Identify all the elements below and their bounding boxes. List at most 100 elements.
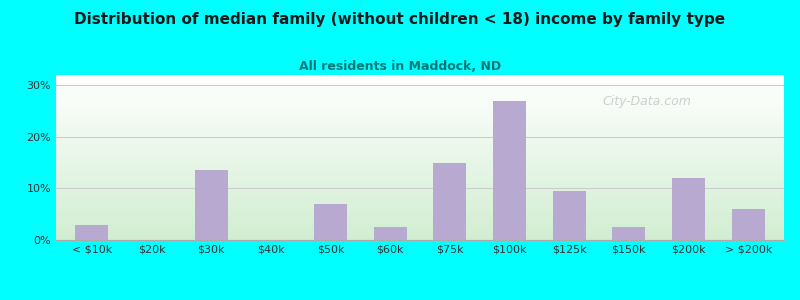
Bar [613,227,646,240]
Bar [56,99,784,100]
Bar [56,147,784,148]
Bar [56,218,784,219]
Bar [56,117,784,118]
Bar [56,125,784,126]
Bar [56,193,784,194]
Bar [56,153,784,154]
Bar [56,91,784,92]
Bar [56,100,784,101]
Bar [56,102,784,103]
Bar [56,160,784,161]
Bar [56,141,784,142]
Bar [56,171,784,172]
Bar [56,176,784,177]
Bar [56,192,784,193]
Bar [56,232,784,233]
Bar [56,103,784,104]
Bar [56,121,784,122]
Bar [56,238,784,239]
Bar [56,235,784,236]
Bar [56,180,784,181]
Bar [56,179,784,180]
Bar [56,75,784,76]
Bar [56,124,784,125]
Bar [56,85,784,86]
Bar [56,89,784,90]
Bar [56,148,784,149]
Bar [56,80,784,81]
Bar [56,156,784,157]
Bar [56,191,784,192]
Bar [56,101,784,102]
Bar [56,178,784,179]
Bar [56,76,784,77]
Bar [56,188,784,189]
Bar [56,82,784,83]
Bar [56,120,784,121]
Bar [56,130,784,131]
Bar [56,207,784,208]
Bar [56,142,784,143]
Bar [56,87,784,88]
Bar [56,84,784,85]
Bar [56,184,784,185]
Bar [56,95,784,96]
Bar [56,224,784,225]
Bar [56,237,784,238]
Bar [56,98,784,99]
Bar [56,79,784,80]
Bar [434,163,466,240]
Bar [56,204,784,205]
Bar [56,167,784,168]
Bar [56,189,784,190]
Bar [56,208,784,209]
Bar [56,196,784,197]
Bar [56,202,784,203]
Bar [374,227,406,240]
Bar [56,210,784,211]
Bar [56,92,784,93]
Bar [56,145,784,146]
Bar [56,114,784,115]
Bar [56,220,784,221]
Bar [56,86,784,87]
Bar [56,199,784,200]
Bar [56,229,784,230]
Bar [56,206,784,207]
Bar [56,190,784,191]
Bar [194,170,227,240]
Bar [56,227,784,228]
Bar [56,194,784,195]
Bar [56,152,784,153]
Bar [56,223,784,224]
Bar [56,132,784,133]
Bar [56,127,784,128]
Bar [56,112,784,113]
Bar [56,174,784,175]
Bar [56,219,784,220]
Bar [56,77,784,78]
Bar [56,169,784,170]
Bar [56,144,784,145]
Bar [56,211,784,212]
Bar [56,200,784,201]
Bar [56,231,784,232]
Bar [56,161,784,162]
Bar [56,94,784,95]
Bar [56,113,784,114]
Bar [56,162,784,163]
Bar [56,123,784,124]
Bar [56,185,784,186]
Bar [56,197,784,198]
Bar [56,115,784,116]
Bar [56,155,784,156]
Bar [56,83,784,84]
Bar [56,228,784,229]
Bar [56,165,784,166]
Text: All residents in Maddock, ND: All residents in Maddock, ND [299,60,501,73]
Bar [672,178,705,240]
Bar [56,82,784,83]
Bar [56,217,784,218]
Bar [56,128,784,129]
Bar [56,216,784,217]
